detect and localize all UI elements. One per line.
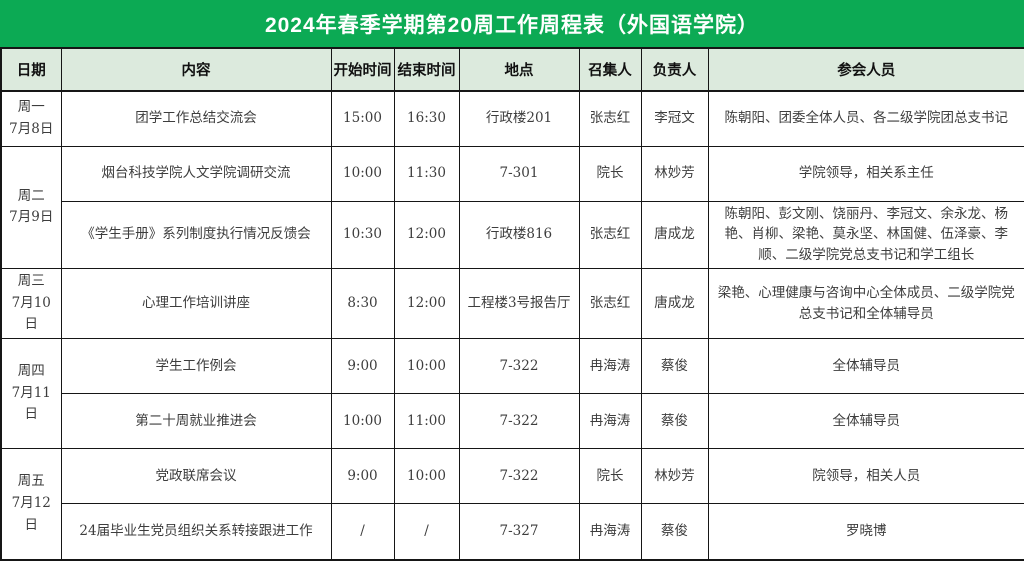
lead-cell: 蔡俊 [640,503,709,561]
convener-cell: 张志红 [578,90,642,147]
date-label: 7月12日 [11,495,51,533]
col-header-date: 日期 [0,47,62,92]
content-cell: 烟台科技学院人文学院调研交流 [60,145,332,202]
table-row: 《学生手册》系列制度执行情况反馈会 10:30 12:00 行政楼816 张志红… [1,200,1024,270]
date-label: 7月10日 [11,294,51,333]
end-time-cell: 10:00 [393,448,460,505]
lead-cell: 林妙芳 [640,448,709,505]
table-row: 第二十周就业推进会 10:00 11:00 7-322 冉海涛 蔡俊 全体辅导员 [1,393,1024,450]
lead-cell: 唐成龙 [640,200,709,270]
col-header-content: 内容 [60,47,332,92]
start-time-cell: 9:00 [330,448,395,505]
participants-cell: 学院领导，相关系主任 [707,145,1024,202]
location-cell: 7-322 [458,448,580,505]
content-cell: 党政联席会议 [60,448,332,505]
weekday-label: 周一 [17,99,45,116]
location-cell: 7-327 [458,503,580,561]
participants-cell: 陈朝阳、团委全体人员、各二级学院团总支书记 [707,90,1024,147]
date-label: 7月8日 [9,120,54,137]
date-cell-monday: 周一 7月8日 [0,90,62,147]
page-title: 2024年春季学期第20周工作周程表（外国语学院） [0,0,1024,47]
end-time-cell: 16:30 [393,90,460,147]
start-time-cell: / [330,503,395,561]
participants-cell: 梁艳、心理健康与咨询中心全体成员、二级学院党总支书记和全体辅导员 [707,268,1024,340]
participants-cell: 罗晓博 [707,503,1024,561]
lead-cell: 唐成龙 [640,268,709,340]
date-cell-wednesday: 周三 7月10日 [0,268,62,340]
content-cell: 第二十周就业推进会 [60,393,332,450]
weekday-label: 周三 [17,273,45,290]
end-time-cell: 12:00 [393,200,460,270]
table-row: 24届毕业生党员组织关系转接跟进工作 / / 7-327 冉海涛 蔡俊 罗晓博 [1,503,1024,561]
location-cell: 工程楼3号报告厅 [458,268,580,340]
start-time-cell: 10:30 [330,200,395,270]
convener-cell: 冉海涛 [578,393,642,450]
date-label: 7月9日 [9,209,54,226]
table-row: 周五 7月12日 党政联席会议 9:00 10:00 7-322 院长 林妙芳 … [0,448,1024,561]
start-time-cell: 8:30 [330,268,395,340]
lead-cell: 李冠文 [640,90,709,147]
convener-cell: 冉海涛 [578,338,642,395]
convener-cell: 冉海涛 [578,503,642,561]
location-cell: 行政楼816 [458,200,580,270]
convener-cell: 院长 [578,145,642,202]
date-cell-tuesday: 周二 7月9日 [0,145,62,270]
start-time-cell: 15:00 [330,90,395,147]
col-header-end-time: 结束时间 [393,47,460,92]
lead-cell: 蔡俊 [640,393,709,450]
schedule-table: 日期 内容 开始时间 结束时间 地点 召集人 负责人 参会人员 周一 7月8日 … [0,47,1024,561]
header-row: 日期 内容 开始时间 结束时间 地点 召集人 负责人 参会人员 [0,47,1024,92]
date-cell-thursday: 周四 7月11日 [0,338,62,450]
date-cell-friday: 周五 7月12日 [0,448,62,561]
participants-cell: 全体辅导员 [707,393,1024,450]
content-cell: 《学生手册》系列制度执行情况反馈会 [60,200,332,270]
lead-cell: 蔡俊 [640,338,709,395]
table-row: 周四 7月11日 学生工作例会 9:00 10:00 7-322 冉海涛 蔡俊 … [0,338,1024,450]
convener-cell: 院长 [578,448,642,505]
table-row: 周二 7月9日 烟台科技学院人文学院调研交流 10:00 11:30 7-301… [0,145,1024,270]
lead-cell: 林妙芳 [640,145,709,202]
content-cell: 团学工作总结交流会 [60,90,332,147]
location-cell: 行政楼201 [458,90,580,147]
participants-cell: 全体辅导员 [707,338,1024,395]
col-header-convener: 召集人 [578,47,642,92]
start-time-cell: 10:00 [330,145,395,202]
end-time-cell: / [393,503,460,561]
col-header-start-time: 开始时间 [330,47,395,92]
weekday-label: 周四 [17,363,45,380]
date-label: 7月11日 [11,384,51,423]
location-cell: 7-322 [458,393,580,450]
end-time-cell: 11:00 [393,393,460,450]
start-time-cell: 9:00 [330,338,395,395]
table-row: 周一 7月8日 团学工作总结交流会 15:00 16:30 行政楼201 张志红… [0,90,1024,147]
location-cell: 7-301 [458,145,580,202]
convener-cell: 张志红 [578,268,642,340]
end-time-cell: 11:30 [393,145,460,202]
end-time-cell: 12:00 [393,268,460,340]
weekday-label: 周五 [17,473,45,490]
location-cell: 7-322 [458,338,580,395]
participants-cell: 陈朝阳、彭文刚、饶丽丹、李冠文、余永龙、杨艳、肖柳、梁艳、莫永坚、林国健、伍泽豪… [707,200,1024,270]
participants-cell: 院领导，相关人员 [707,448,1024,505]
col-header-location: 地点 [458,47,580,92]
content-cell: 心理工作培训讲座 [60,268,332,340]
end-time-cell: 10:00 [393,338,460,395]
weekday-label: 周二 [17,187,45,204]
start-time-cell: 10:00 [330,393,395,450]
convener-cell: 张志红 [578,200,642,270]
content-cell: 学生工作例会 [60,338,332,395]
table-row: 周三 7月10日 心理工作培训讲座 8:30 12:00 工程楼3号报告厅 张志… [0,268,1024,340]
col-header-participants: 参会人员 [707,47,1024,92]
content-cell: 24届毕业生党员组织关系转接跟进工作 [60,503,332,561]
col-header-lead: 负责人 [640,47,709,92]
